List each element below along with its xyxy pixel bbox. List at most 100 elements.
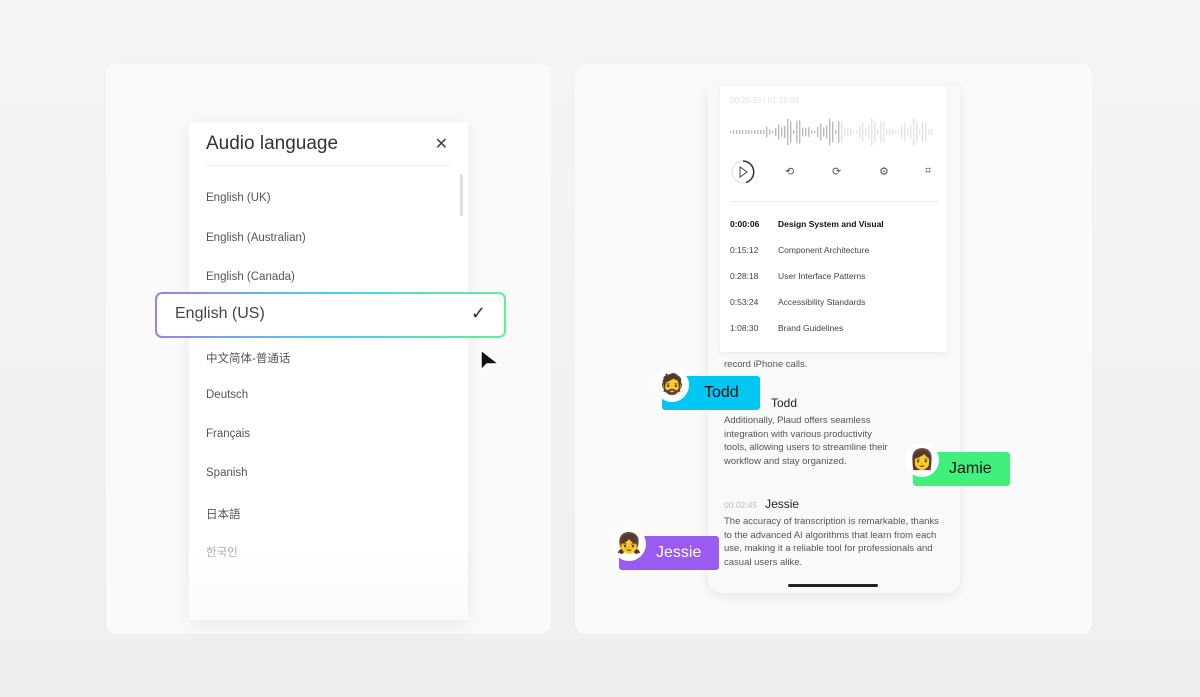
language-option[interactable]: 한국인: [206, 547, 238, 559]
waveform-bar: [772, 130, 774, 134]
crop-icon[interactable]: ⌗: [925, 165, 932, 177]
waveform-bar: [760, 130, 762, 134]
waveform-bar: [880, 121, 882, 143]
dialog-title: Audio language: [206, 133, 339, 154]
language-option-selected[interactable]: English (US) ✓: [155, 292, 506, 338]
waveform-bar: [739, 130, 741, 134]
waveform-bar: [931, 128, 933, 136]
waveform-bar: [853, 130, 855, 134]
waveform-bar: [766, 126, 768, 138]
waveform-bar: [799, 120, 801, 144]
waveform-bar: [856, 130, 858, 134]
chapter-time: 0:53:24: [730, 297, 759, 307]
chapter-time: 0:00:06: [730, 219, 760, 229]
waveform-bar: [841, 121, 843, 143]
waveform-bar: [814, 130, 816, 134]
waveform-bar: [898, 130, 900, 134]
language-option[interactable]: Deutsch: [206, 389, 249, 401]
selected-language-label: English (US): [175, 305, 265, 322]
forward-15-icon[interactable]: ⟳: [832, 166, 842, 178]
waveform-bar: [832, 121, 834, 143]
waveform-bar: [868, 124, 870, 140]
chapter-time: 0:28:18: [730, 271, 759, 281]
waveform-bar: [787, 118, 789, 146]
waveform-bar: [925, 122, 927, 142]
waveform-bar: [901, 125, 903, 139]
rewind-15-icon[interactable]: ⟲: [785, 166, 795, 178]
waveform-bar: [871, 118, 873, 146]
avatar-jessie: 👧: [612, 527, 646, 561]
transcript-text: Additionally, Plaud offers seamless inte…: [724, 415, 888, 468]
play-icon[interactable]: [730, 159, 756, 185]
language-option[interactable]: Spanish: [206, 467, 248, 479]
timestamp: 00:02:45: [724, 500, 758, 510]
chapter-time: 0:15:12: [730, 245, 759, 255]
waveform-bar: [784, 125, 786, 139]
waveform-bar: [823, 127, 825, 137]
chapter-title: Brand Guidelines: [778, 323, 844, 333]
transcript-partial: record iPhone calls.: [724, 359, 808, 370]
waveform-bar: [748, 130, 750, 134]
tag-label: Jessie: [656, 544, 702, 561]
speaker-name: Jessie: [765, 497, 800, 511]
waveform-bar: [754, 130, 756, 134]
waveform-bar: [793, 130, 795, 134]
waveform-bar: [838, 121, 840, 143]
transcript-entry-header: 00:02:45 Jessie: [724, 497, 799, 511]
scrollbar[interactable]: [460, 174, 463, 216]
waveform-bar: [916, 122, 918, 142]
waveform-bar: [895, 130, 897, 134]
playback-time: 00:26:35 / 01:16:04: [730, 96, 799, 105]
waveform-bar: [802, 127, 804, 137]
waveform-bar: [877, 129, 879, 135]
chapter-item[interactable]: 0:15:12 Component Architecture: [730, 245, 869, 255]
waveform-bar: [817, 126, 819, 138]
waveform-bar: [913, 118, 915, 146]
waveform-bar: [751, 130, 753, 134]
chapter-item[interactable]: 0:53:24 Accessibility Standards: [730, 297, 865, 307]
divider: [206, 165, 451, 166]
transcript-text: The accuracy of transcription is remarka…: [724, 516, 939, 569]
chapter-item[interactable]: 0:00:06 Design System and Visual: [730, 219, 884, 229]
waveform-bar: [763, 130, 765, 134]
language-card: Audio language ✕ English (UK) English (Au…: [106, 64, 551, 634]
audio-language-dialog: Audio language ✕ English (UK) English (Au…: [189, 122, 468, 620]
waveform-bar: [811, 130, 813, 134]
language-option[interactable]: 中文简体-普通话: [206, 353, 291, 365]
chapter-title: Component Architecture: [778, 245, 870, 255]
waveform-bar: [805, 127, 807, 137]
language-option[interactable]: English (Canada): [206, 271, 295, 283]
waveform-bar: [862, 123, 864, 141]
waveform-bar: [829, 118, 831, 146]
waveform-bar: [781, 127, 783, 137]
waveform-bar: [769, 129, 771, 135]
language-option[interactable]: English (Australian): [206, 232, 306, 244]
waveform-bar: [790, 121, 792, 143]
waveform-bar: [850, 128, 852, 136]
waveform-bar: [826, 125, 828, 139]
language-option[interactable]: 日本語: [206, 509, 241, 521]
waveform-bar: [847, 128, 849, 136]
waveform-bar: [796, 121, 798, 143]
waveform-bar: [922, 121, 924, 143]
waveform-bar: [886, 128, 888, 136]
waveform-bar: [736, 130, 738, 134]
waveform-bar: [928, 129, 930, 135]
player-panel: 00:26:35 / 01:16:04 ⟲ ⟳ ⚙ ⌗ 0:00:06 Desig…: [720, 86, 947, 352]
tag-label: Jamie: [949, 460, 992, 477]
waveform[interactable]: [730, 116, 935, 148]
phone-screen: 00:26:35 / 01:16:04 ⟲ ⟳ ⚙ ⌗ 0:00:06 Desig…: [708, 86, 960, 593]
waveform-bar: [745, 130, 747, 134]
waveform-bar: [865, 127, 867, 137]
language-option[interactable]: English (UK): [206, 192, 271, 204]
avatar-jamie: 👩: [905, 443, 939, 477]
waveform-bar: [778, 124, 780, 140]
chapter-time: 1:08:30: [730, 323, 759, 333]
speed-1x-icon[interactable]: ⚙: [879, 166, 889, 178]
language-option[interactable]: Français: [206, 428, 251, 440]
chapter-item[interactable]: 1:08:30 Brand Guidelines: [730, 323, 843, 333]
chapter-item[interactable]: 0:28:18 User Interface Patterns: [730, 271, 865, 281]
waveform-bar: [835, 129, 837, 135]
cursor-icon: [480, 348, 502, 372]
close-icon[interactable]: ✕: [434, 136, 448, 153]
